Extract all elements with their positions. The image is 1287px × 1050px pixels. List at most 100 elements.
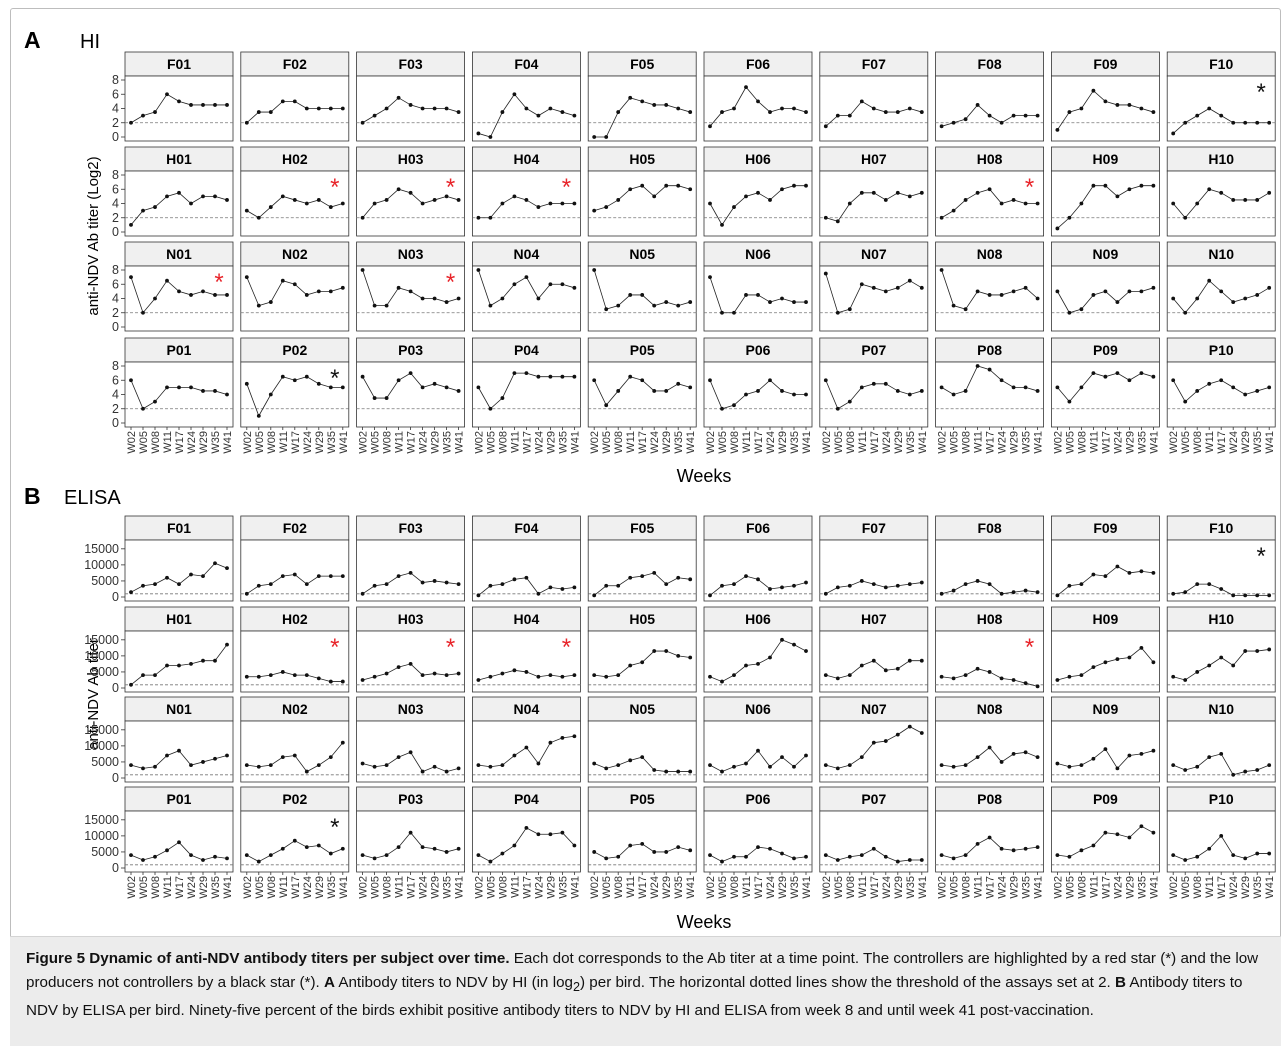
data-point — [512, 282, 517, 287]
x-tick-label: W11 — [973, 431, 985, 453]
facet-plot-area — [124, 170, 234, 237]
data-point — [304, 106, 309, 111]
x-tick-label: W35 — [557, 431, 569, 454]
data-point — [1091, 293, 1096, 297]
data-point — [744, 574, 748, 579]
x-tick-label: W08 — [961, 431, 973, 454]
data-point — [963, 389, 968, 393]
data-point — [871, 106, 876, 111]
data-point — [548, 585, 553, 590]
data-point — [408, 190, 413, 195]
data-point — [340, 740, 345, 745]
facet-plot-area — [935, 630, 1044, 693]
x-tick-label: W02 — [473, 431, 485, 454]
data-point — [1195, 764, 1200, 769]
facet-plot-area — [1051, 720, 1160, 783]
y-tick-label: 6 — [112, 277, 119, 291]
facet-label: H08 — [977, 151, 1003, 167]
facet-plot-area — [935, 539, 1044, 602]
facet-label: P10 — [1209, 791, 1234, 807]
x-tick-label: W17 — [521, 431, 533, 454]
x-tick-label: W02 — [1052, 876, 1064, 899]
x-tick-label: W08 — [845, 876, 857, 899]
data-point — [201, 389, 205, 393]
data-point — [316, 843, 321, 848]
x-tick-label: W29 — [314, 876, 326, 899]
x-tick-label: W24 — [1112, 431, 1124, 454]
data-point — [548, 673, 553, 678]
data-point — [720, 110, 724, 114]
facet-label: H02 — [282, 611, 308, 627]
facet-label: N10 — [1208, 246, 1234, 262]
data-point — [129, 590, 133, 595]
data-point — [592, 761, 597, 766]
data-point — [1079, 673, 1084, 678]
facet-plot-area — [587, 810, 697, 873]
x-tick-label: W08 — [1076, 876, 1088, 899]
data-point — [907, 658, 912, 663]
data-point — [1219, 587, 1224, 591]
data-point — [213, 561, 217, 566]
facet-label: P07 — [861, 791, 886, 807]
data-point — [1139, 106, 1144, 111]
data-point — [304, 582, 309, 587]
x-tick-label: W24 — [765, 876, 777, 899]
data-point — [225, 753, 229, 758]
data-point — [500, 671, 505, 676]
data-point — [536, 205, 541, 209]
data-point — [488, 674, 493, 679]
x-tick-label: W41 — [1033, 876, 1045, 899]
data-point — [500, 851, 505, 856]
data-point — [999, 676, 1004, 681]
facet-label: N08 — [977, 246, 1003, 262]
data-point — [676, 653, 681, 658]
x-tick-label: W02 — [358, 431, 370, 454]
data-point — [616, 198, 621, 202]
x-tick-label: W24 — [302, 876, 314, 899]
data-point — [895, 110, 900, 114]
facet-label: N02 — [282, 701, 308, 717]
x-tick-label: W05 — [1064, 431, 1076, 454]
data-point — [640, 755, 645, 760]
data-point — [1055, 226, 1060, 231]
data-point — [153, 673, 157, 678]
data-point — [396, 285, 401, 290]
x-tick-label: W24 — [302, 431, 314, 454]
facet-strip — [1166, 696, 1276, 722]
data-point — [676, 845, 681, 850]
x-tick-label: W08 — [1076, 431, 1088, 454]
facet-strip — [240, 696, 350, 722]
data-point — [292, 838, 297, 843]
data-point — [1151, 110, 1156, 114]
facet-label: P04 — [514, 342, 539, 358]
x-tick-label: W02 — [1168, 431, 1180, 454]
data-point — [488, 215, 493, 220]
y-tick-label: 6 — [112, 182, 119, 196]
data-point — [919, 731, 924, 735]
data-point — [548, 106, 553, 111]
data-point — [177, 663, 181, 668]
data-point — [1207, 106, 1212, 111]
y-tick-label: 5000 — [91, 845, 119, 859]
x-tick-label: W08 — [266, 431, 278, 454]
facet-plot-area — [819, 265, 929, 332]
data-point — [548, 832, 553, 837]
data-point — [304, 201, 309, 206]
data-point — [141, 858, 145, 862]
data-point — [444, 673, 449, 678]
data-point — [1103, 747, 1108, 751]
facet-plot-area — [1051, 539, 1160, 602]
facet-plot-area — [703, 630, 813, 693]
x-tick-label: W29 — [1124, 431, 1136, 454]
data-point — [408, 830, 413, 835]
data-point — [835, 406, 840, 411]
data-point — [1183, 590, 1188, 595]
data-point — [488, 303, 493, 308]
x-tick-label: W17 — [869, 876, 881, 899]
data-point — [1219, 190, 1224, 195]
data-point — [572, 113, 577, 118]
facet-plot-area — [1166, 810, 1276, 873]
facet-plot-area — [703, 170, 813, 237]
facet-strip — [1166, 515, 1276, 541]
data-point — [177, 385, 181, 390]
